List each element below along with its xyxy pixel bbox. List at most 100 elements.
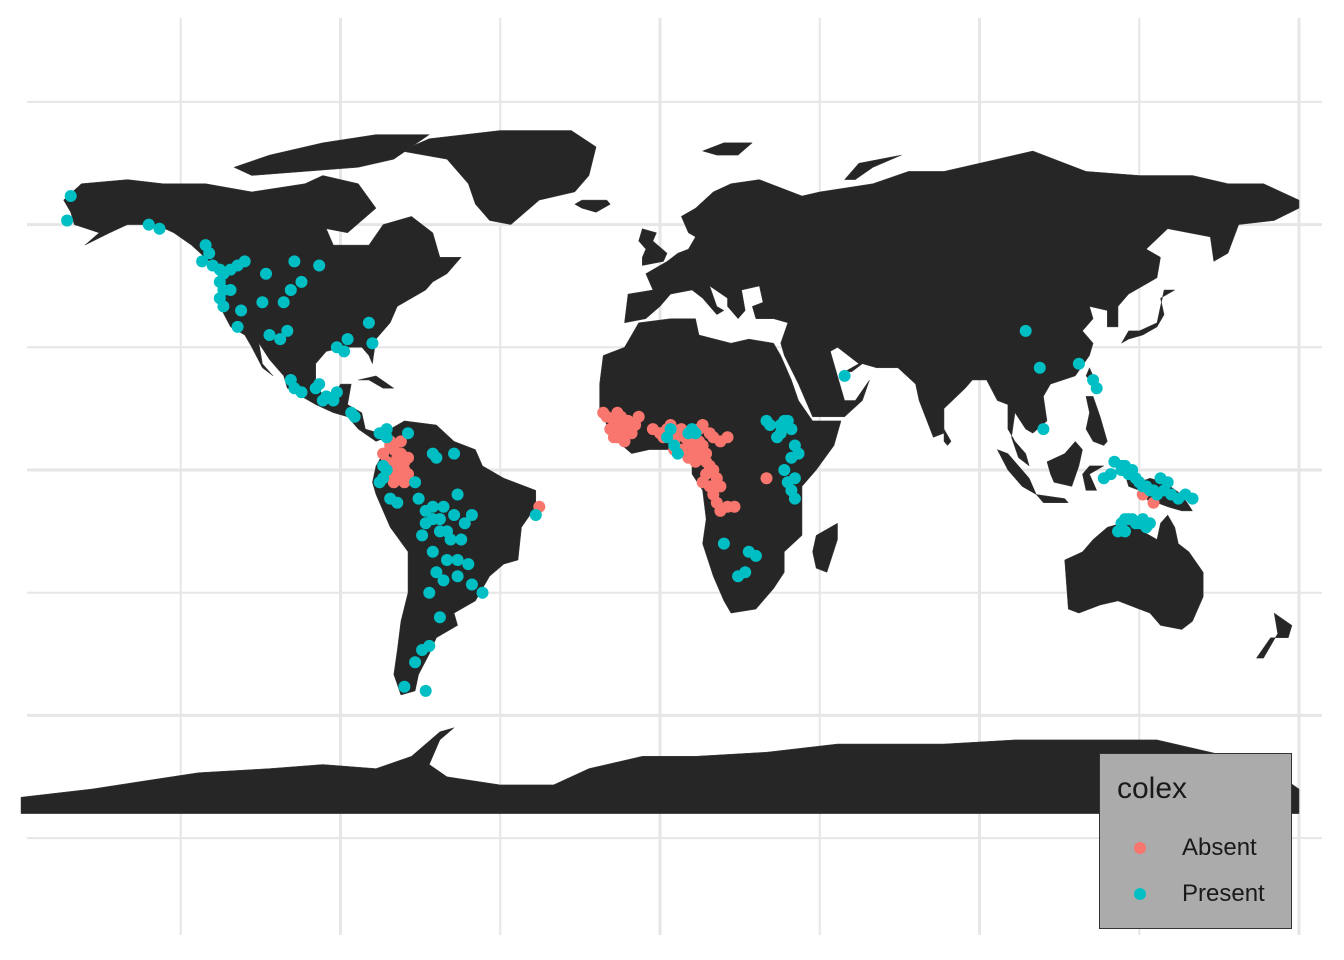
point-present — [437, 574, 450, 587]
point-present — [781, 414, 794, 427]
land-sumatra — [996, 449, 1037, 496]
point-present — [749, 549, 762, 562]
point-present — [362, 316, 375, 329]
point-present — [281, 324, 294, 337]
point-present — [416, 529, 429, 542]
point-present — [430, 451, 443, 464]
point-present — [444, 533, 457, 546]
point-present — [341, 333, 354, 346]
point-present — [1033, 361, 1046, 374]
point-present — [142, 218, 155, 231]
point-present — [430, 566, 443, 579]
land-java — [1035, 494, 1069, 503]
point-absent — [611, 431, 624, 444]
point-present — [778, 464, 791, 476]
point-present — [380, 431, 393, 444]
point-present — [416, 644, 429, 656]
legend: colex Absent Present — [1099, 753, 1292, 929]
point-present — [1140, 521, 1153, 534]
point-present — [288, 255, 301, 268]
point-absent — [632, 410, 645, 423]
point-present — [441, 554, 453, 566]
point-absent — [760, 472, 773, 485]
point-present — [391, 496, 404, 509]
point-present — [295, 275, 308, 288]
point-present — [455, 533, 468, 546]
land-philippines — [1085, 396, 1108, 446]
point-present — [423, 586, 436, 599]
point-present — [409, 656, 422, 669]
legend-item-present: Present — [1100, 874, 1293, 914]
legend-item-absent: Absent — [1100, 828, 1293, 868]
point-present — [682, 427, 695, 440]
point-present — [458, 517, 471, 530]
land-antarctica — [20, 727, 1300, 814]
point-present — [671, 447, 684, 460]
point-absent — [387, 476, 400, 489]
point-present — [717, 537, 730, 550]
point-absent — [728, 500, 741, 513]
land-eurasia — [624, 150, 1300, 467]
point-absent — [394, 435, 407, 448]
land-sulawesi — [1082, 465, 1105, 491]
point-present — [256, 296, 269, 309]
point-present — [433, 525, 446, 538]
point-present — [366, 337, 379, 350]
point-absent — [710, 472, 723, 485]
legend-title: colex — [1117, 772, 1188, 805]
land-japan — [1120, 289, 1176, 344]
point-present — [465, 578, 478, 591]
point-present — [1104, 468, 1117, 481]
point-absent — [611, 406, 624, 419]
land-masses — [20, 130, 1300, 814]
point-present — [263, 329, 276, 341]
point-present — [433, 611, 446, 624]
point-present — [348, 410, 361, 423]
point-present — [238, 255, 251, 268]
land-madagascar — [812, 522, 838, 573]
point-present — [1072, 357, 1085, 370]
point-present — [661, 431, 674, 444]
point-present — [64, 190, 77, 202]
point-absent — [721, 431, 734, 444]
point-present — [1019, 324, 1032, 337]
point-present — [1186, 492, 1199, 505]
point-absent — [625, 427, 638, 440]
land-greenland — [400, 130, 597, 225]
point-present — [409, 476, 422, 489]
point-present — [437, 500, 450, 513]
point-present — [451, 554, 464, 566]
point-present — [330, 386, 343, 399]
point-present — [448, 447, 461, 460]
point-present — [1087, 374, 1100, 386]
point-present — [451, 488, 464, 501]
land-iceland — [574, 199, 611, 213]
data-points — [61, 190, 1199, 697]
land-uk — [638, 228, 668, 266]
point-present — [774, 427, 787, 440]
land-borneo — [1046, 441, 1083, 487]
point-present — [217, 300, 230, 313]
point-present — [235, 304, 248, 317]
legend-label-absent: Absent — [1182, 834, 1257, 861]
point-present — [402, 427, 414, 440]
point-present — [231, 320, 244, 333]
point-present — [61, 214, 74, 227]
point-present — [788, 492, 801, 505]
point-present — [465, 509, 478, 521]
land-new-zealand — [1255, 612, 1293, 659]
legend-dot-absent — [1134, 842, 1146, 854]
point-present — [196, 255, 209, 268]
point-present — [398, 680, 411, 693]
point-absent — [377, 447, 390, 460]
land-arctic-isles — [233, 134, 431, 176]
land-sri-lanka — [943, 428, 952, 446]
point-absent — [398, 476, 411, 489]
point-present — [462, 558, 475, 571]
point-present — [377, 472, 390, 485]
point-present — [838, 369, 851, 382]
point-present — [529, 509, 542, 521]
point-present — [260, 267, 272, 280]
point-present — [1037, 423, 1050, 436]
